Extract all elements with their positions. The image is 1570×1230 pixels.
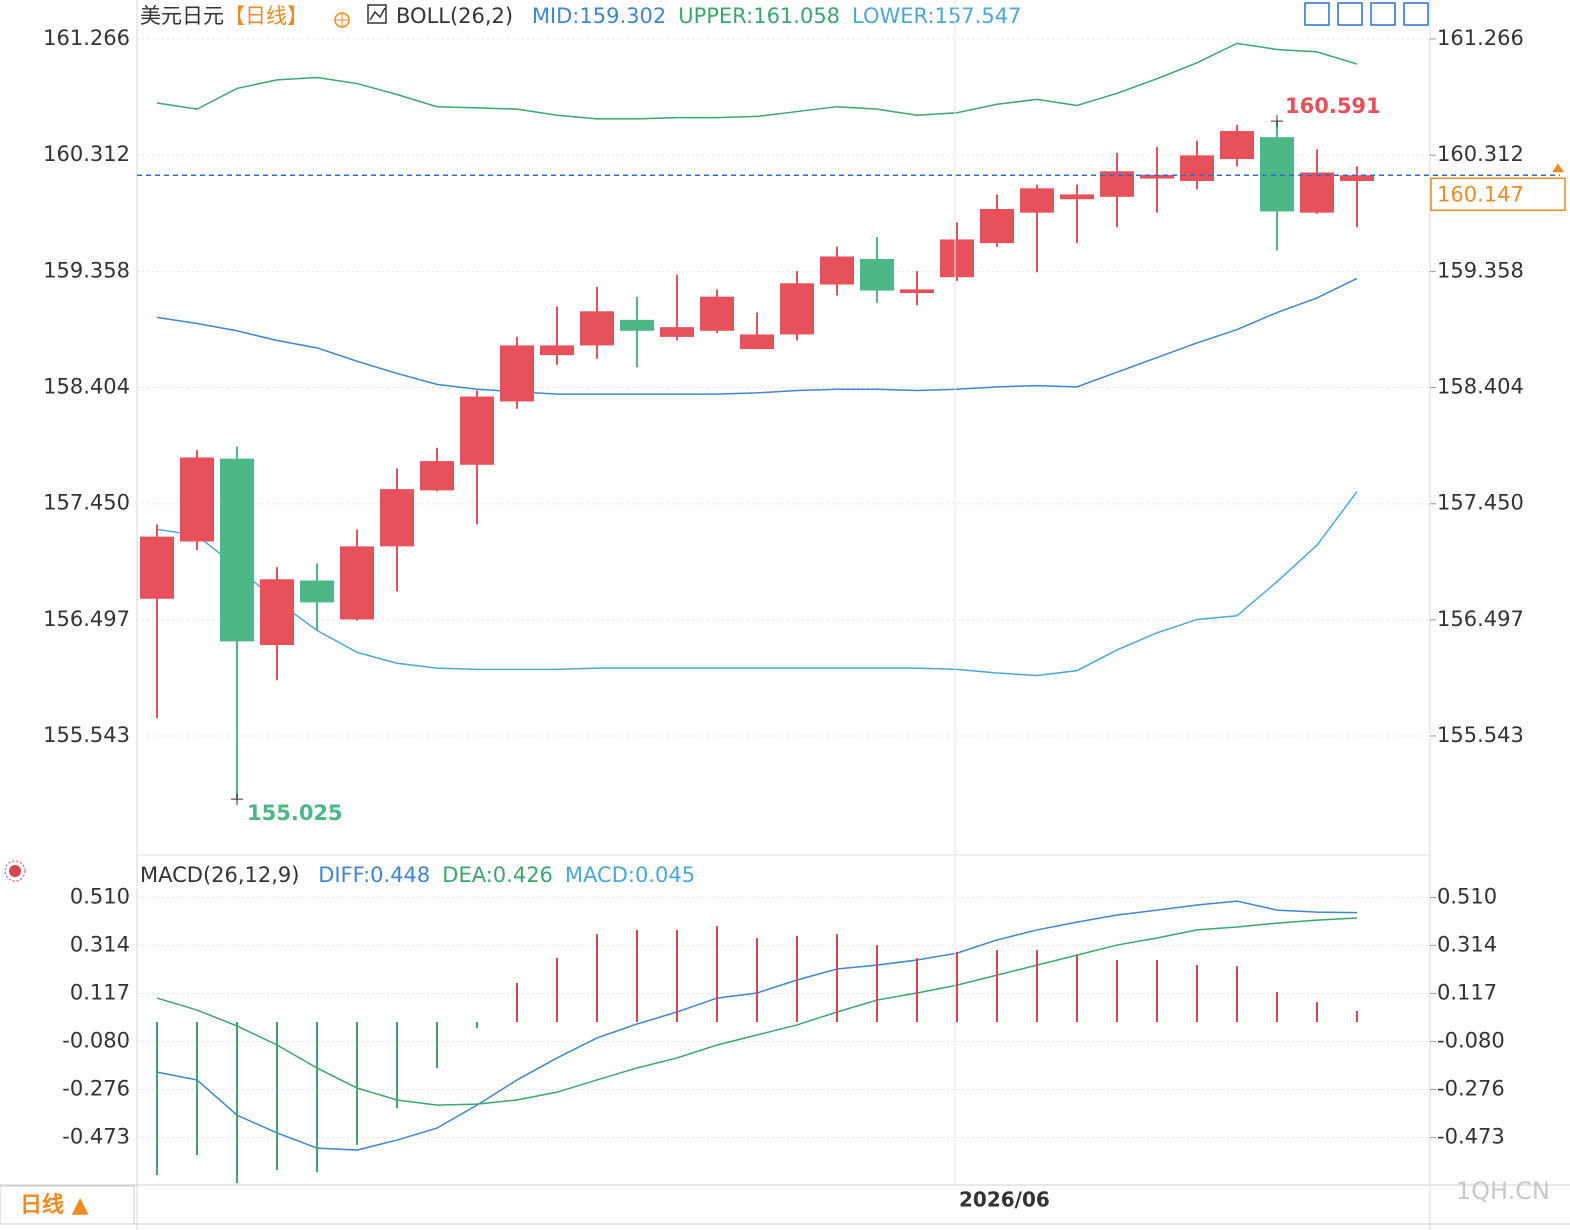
candle-body bbox=[340, 546, 374, 620]
y-tick-label-right: 157.450 bbox=[1437, 491, 1524, 515]
boll-line bbox=[156, 277, 1358, 395]
y-tick-label: 155.543 bbox=[43, 723, 130, 747]
y-tick-label: 161.266 bbox=[43, 26, 130, 50]
candle-body bbox=[500, 345, 534, 402]
candle-body bbox=[1180, 155, 1214, 181]
y-tick-label: 160.312 bbox=[43, 142, 130, 166]
candle-body bbox=[700, 296, 734, 331]
y-tick-label-right: 0.510 bbox=[1437, 884, 1497, 908]
tool-button[interactable] bbox=[1403, 2, 1429, 26]
last-price-label: 160.147 bbox=[1437, 182, 1524, 206]
boll-line bbox=[156, 42, 1358, 120]
candle-body bbox=[1060, 194, 1094, 200]
last-price-arrow bbox=[1552, 163, 1564, 173]
x-tick-label: 2026/06 bbox=[959, 1188, 1050, 1212]
candle-body bbox=[460, 396, 494, 465]
macd-icon bbox=[4, 860, 26, 882]
tool-button[interactable] bbox=[1370, 2, 1396, 26]
candle-body bbox=[980, 209, 1014, 244]
low-label: 155.025 bbox=[247, 801, 343, 825]
y-tick-label: 0.117 bbox=[70, 980, 130, 1004]
candle-body bbox=[900, 289, 934, 294]
boll-line bbox=[156, 491, 1358, 677]
legend-entry: MACD:0.045 bbox=[565, 863, 695, 887]
candle-body bbox=[380, 489, 414, 547]
y-tick-label-right: 158.404 bbox=[1437, 375, 1524, 399]
legend-entry: DEA:0.426 bbox=[442, 863, 553, 887]
candle-body bbox=[1140, 174, 1174, 179]
y-tick-label-right: 156.497 bbox=[1437, 607, 1524, 631]
last-price-box bbox=[1430, 177, 1566, 212]
y-tick-label-right: 155.543 bbox=[1437, 723, 1524, 747]
header: 美元日元【日线】 bbox=[140, 4, 308, 28]
candle-body bbox=[1260, 137, 1294, 212]
toolbar[interactable] bbox=[1304, 2, 1429, 26]
indicator-header: BOLL(26,2) MID:159.302 UPPER:161.058 LOWER… bbox=[396, 4, 1021, 28]
y-tick-label-right: 0.314 bbox=[1437, 932, 1497, 956]
y-tick-label: 156.497 bbox=[43, 607, 130, 631]
candle-body bbox=[1300, 172, 1334, 213]
y-tick-label: -0.276 bbox=[62, 1076, 130, 1100]
period[interactable]: 日线 ▲ bbox=[20, 1192, 89, 1218]
legend-entry: DIFF:0.448 bbox=[318, 863, 430, 887]
candle-body bbox=[420, 461, 454, 491]
period-button[interactable] bbox=[0, 1185, 135, 1225]
candle-body bbox=[740, 334, 774, 350]
candle-body bbox=[660, 327, 694, 337]
title: 美元日元 bbox=[140, 4, 224, 28]
candle-body bbox=[820, 256, 854, 285]
candle-body bbox=[540, 345, 574, 356]
candle-body bbox=[940, 239, 974, 278]
y-tick-label: -0.473 bbox=[62, 1125, 130, 1149]
candle-body bbox=[1220, 131, 1254, 160]
y-tick-label-right: 0.117 bbox=[1437, 980, 1497, 1004]
macd-title: MACD(26,12,9) bbox=[140, 863, 300, 887]
candle-body bbox=[620, 319, 654, 331]
legend-entry: MID:159.302 bbox=[532, 4, 666, 28]
high-marker bbox=[1271, 115, 1283, 128]
candle-body bbox=[300, 580, 334, 603]
macd-header: MACD(26,12,9) DIFF:0.448 DEA:0.426 MACD:0.… bbox=[140, 863, 695, 887]
legend-entry: LOWER:157.547 bbox=[852, 4, 1021, 28]
y-tick-label: 157.450 bbox=[43, 491, 130, 515]
boll-icon bbox=[334, 4, 387, 28]
candle-body bbox=[780, 283, 814, 335]
candle-body bbox=[140, 536, 174, 599]
indicator: BOLL(26,2) bbox=[396, 4, 513, 28]
candle-body bbox=[220, 458, 254, 642]
watermark: 1QH.CN bbox=[1456, 1177, 1550, 1205]
y-tick-label-right: 161.266 bbox=[1437, 26, 1524, 50]
subtitle: 【日线】 bbox=[224, 4, 308, 28]
y-tick-label-right: -0.080 bbox=[1437, 1029, 1505, 1053]
legend-entry: UPPER:161.058 bbox=[678, 4, 840, 28]
tool-button[interactable] bbox=[1337, 2, 1363, 26]
y-tick-label: -0.080 bbox=[62, 1029, 130, 1053]
y-tick-label-right: -0.276 bbox=[1437, 1076, 1505, 1100]
low-marker bbox=[231, 793, 243, 806]
candle-body bbox=[860, 258, 894, 291]
y-tick-label-right: -0.473 bbox=[1437, 1125, 1505, 1149]
y-tick-label-right: 159.358 bbox=[1437, 258, 1524, 282]
candle-body bbox=[580, 311, 614, 346]
candle-body bbox=[1020, 188, 1054, 213]
y-tick-label: 0.510 bbox=[70, 884, 130, 908]
candle-body bbox=[260, 579, 294, 646]
y-tick-label-right: 160.312 bbox=[1437, 142, 1524, 166]
high-label: 160.591 bbox=[1285, 94, 1381, 118]
y-tick-label: 159.358 bbox=[43, 258, 130, 282]
candle-body bbox=[1340, 175, 1374, 181]
candle-body bbox=[180, 457, 214, 542]
y-tick-label: 0.314 bbox=[70, 932, 130, 956]
tool-button[interactable] bbox=[1304, 2, 1330, 26]
y-tick-label: 158.404 bbox=[43, 375, 130, 399]
